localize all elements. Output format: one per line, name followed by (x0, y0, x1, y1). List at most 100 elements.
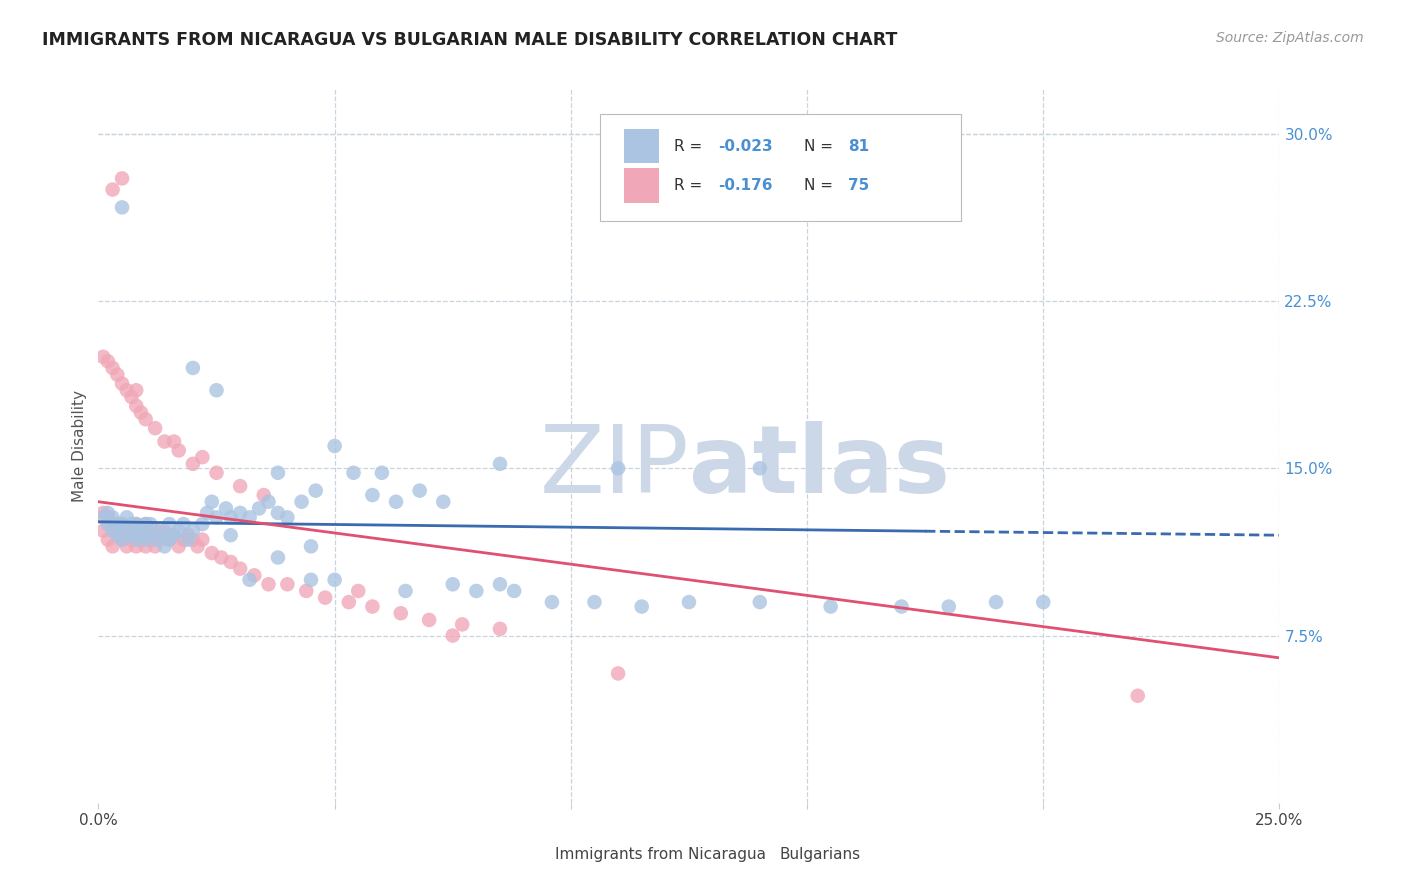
Point (111, 533, 134, 547)
Text: IMMIGRANTS FROM NICARAGUA VS BULGARIAN MALE DISABILITY CORRELATION CHART: IMMIGRANTS FROM NICARAGUA VS BULGARIAN M… (42, 31, 897, 49)
Point (181, 457, 204, 471)
Text: R =: R = (673, 139, 707, 153)
Point (129, 533, 152, 547)
Point (187, 539, 209, 553)
Point (820, 599, 842, 614)
Point (253, 488, 276, 502)
Point (105, 524, 128, 538)
Point (111, 376, 134, 391)
Point (607, 461, 630, 475)
Point (97, 533, 120, 547)
Point (129, 528, 152, 542)
Text: Immigrants from Nicaragua: Immigrants from Nicaragua (555, 847, 766, 862)
Point (121, 533, 143, 547)
Point (105, 516, 128, 531)
Point (229, 479, 252, 493)
Point (91, 524, 114, 538)
Point (181, 524, 204, 538)
Point (290, 494, 312, 508)
Point (143, 421, 166, 435)
Point (101, 524, 124, 538)
Point (121, 516, 143, 531)
Point (267, 506, 290, 520)
Point (101, 539, 124, 553)
Y-axis label: Male Disability: Male Disability (72, 390, 87, 502)
Text: N =: N = (803, 178, 838, 193)
Point (97, 506, 120, 520)
Point (418, 613, 440, 627)
Point (115, 510, 138, 524)
Point (191, 450, 214, 464)
Point (267, 466, 290, 480)
Point (489, 457, 512, 471)
Point (239, 510, 262, 524)
Point (115, 539, 138, 553)
Point (135, 533, 157, 547)
Point (630, 599, 652, 614)
Point (153, 528, 176, 542)
Point (342, 466, 364, 480)
Point (748, 595, 770, 609)
Point (153, 524, 176, 538)
Point (219, 555, 242, 569)
Point (135, 516, 157, 531)
Point (243, 568, 266, 582)
Point (361, 488, 384, 502)
Point (105, 528, 128, 542)
Point (489, 577, 512, 591)
Point (91, 350, 114, 364)
Point (219, 528, 242, 542)
Point (201, 494, 224, 508)
Text: R =: R = (673, 178, 711, 193)
Point (489, 622, 512, 636)
Point (135, 539, 157, 553)
Point (167, 524, 190, 538)
Point (129, 405, 152, 419)
Text: atlas: atlas (689, 421, 950, 514)
Point (361, 599, 384, 614)
Point (115, 384, 138, 398)
Point (163, 434, 186, 449)
Point (408, 483, 430, 498)
Point (167, 443, 190, 458)
Point (181, 533, 204, 547)
Point (191, 516, 214, 531)
Point (299, 539, 322, 553)
Point (984, 595, 1007, 609)
Point (111, 533, 134, 547)
Point (115, 528, 138, 542)
Point (125, 516, 148, 531)
Point (149, 524, 172, 538)
Point (389, 607, 412, 621)
Point (441, 628, 464, 642)
Point (97, 354, 120, 368)
Point (205, 466, 228, 480)
Point (129, 528, 152, 542)
Point (97, 516, 120, 531)
Point (125, 384, 148, 398)
Point (305, 483, 328, 498)
Point (121, 390, 143, 404)
Point (276, 577, 298, 591)
Point (111, 516, 134, 531)
Point (129, 524, 152, 538)
Point (503, 583, 526, 598)
Point (371, 466, 394, 480)
Point (163, 528, 186, 542)
Point (607, 666, 630, 681)
Point (125, 399, 148, 413)
Point (135, 516, 157, 531)
Point (205, 384, 228, 398)
Point (295, 583, 318, 598)
Point (105, 528, 128, 542)
Point (139, 528, 162, 542)
Point (748, 461, 770, 475)
Point (111, 171, 134, 186)
Point (105, 368, 128, 382)
Point (1032, 595, 1054, 609)
Point (101, 510, 124, 524)
Text: N =: N = (803, 139, 838, 153)
Point (385, 494, 408, 508)
Point (135, 412, 157, 426)
Text: -0.176: -0.176 (718, 178, 773, 193)
